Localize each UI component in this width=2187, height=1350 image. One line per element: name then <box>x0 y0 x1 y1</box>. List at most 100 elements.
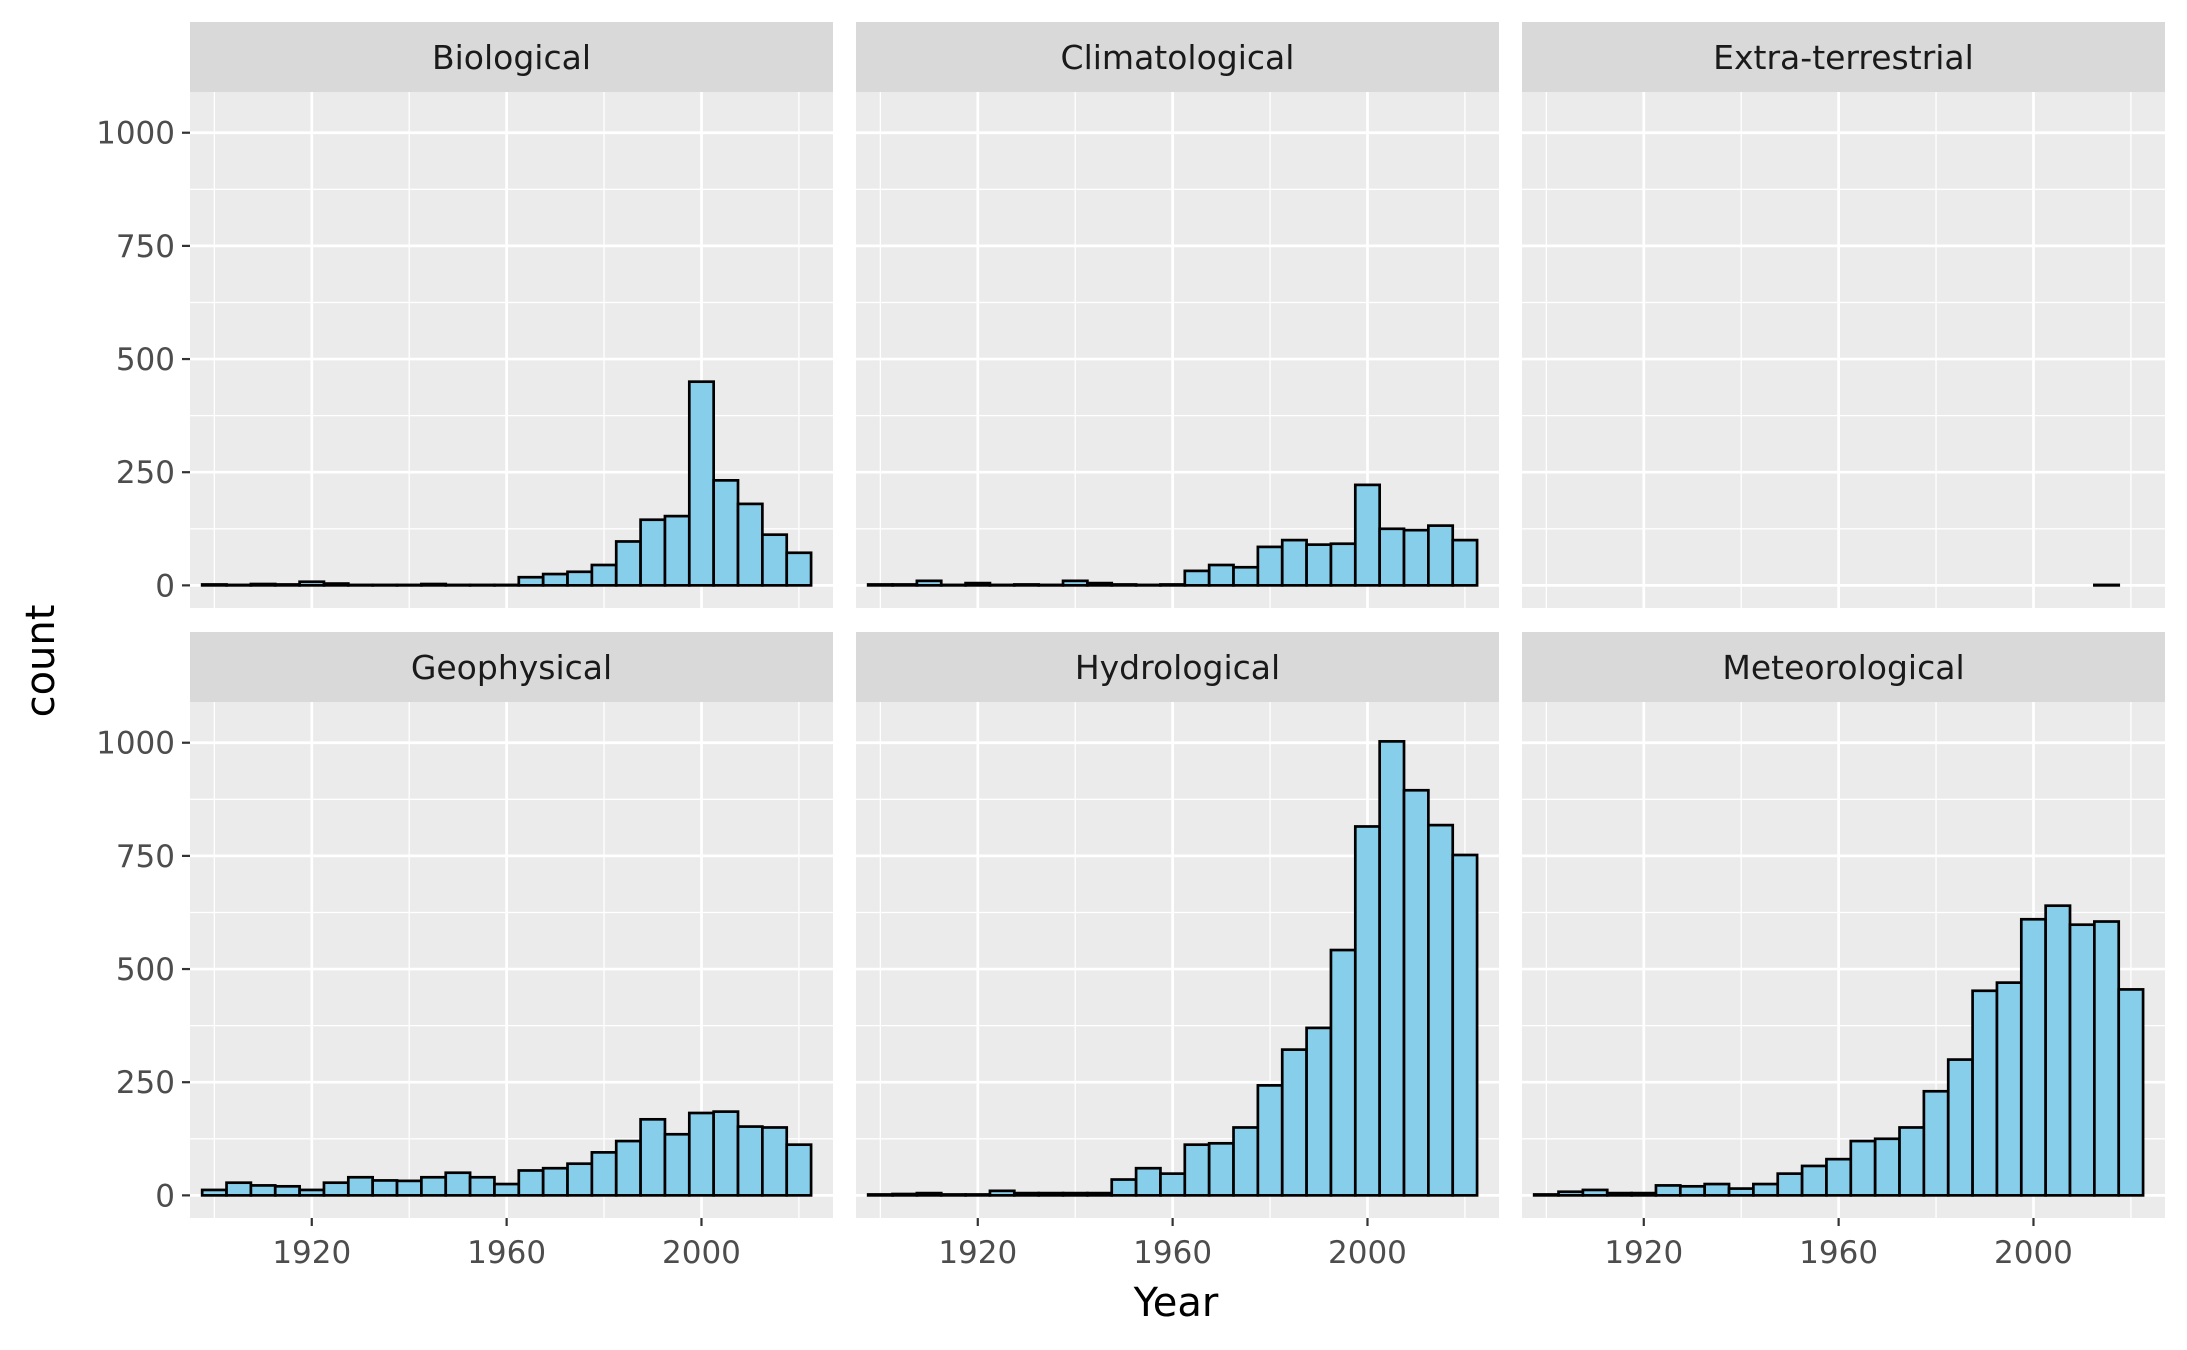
histogram-bar <box>1086 581 1114 587</box>
histogram-bar <box>785 1143 813 1197</box>
histogram-bar <box>2044 904 2072 1197</box>
histogram-bar <box>915 579 943 587</box>
y-tick-label: 1000 <box>96 116 175 152</box>
histogram-bar <box>1061 579 1089 587</box>
histogram-bar <box>1280 538 1308 587</box>
histogram-bar <box>322 1181 350 1197</box>
histogram-bar <box>1086 1191 1114 1197</box>
histogram-bar <box>1898 1126 1926 1197</box>
histogram-bar <box>1654 1184 1682 1197</box>
y-axis-title: count <box>18 605 64 718</box>
histogram-bar <box>1776 1172 1804 1197</box>
histogram-bar <box>1703 1182 1731 1197</box>
histogram-bar <box>1678 1184 1707 1197</box>
histogram-bar <box>517 1169 545 1197</box>
histogram-bar <box>1305 1026 1333 1197</box>
histogram-bar <box>1971 989 1999 1197</box>
facet-panels: Biological 0 250 500 750 1000 Climatological Ex… <box>96 22 2165 1271</box>
facet-panel: Hydrological 1920 1960 2000 <box>856 632 1499 1271</box>
y-tick-label: 750 <box>116 839 175 875</box>
y-tick-label: 750 <box>116 229 175 265</box>
histogram-bar <box>736 502 764 587</box>
y-tick-label: 500 <box>116 952 175 988</box>
histogram-bar <box>1159 1172 1187 1197</box>
facet-strip <box>856 22 1499 92</box>
histogram-bar <box>346 1175 375 1197</box>
x-tick-label: 1920 <box>1604 1235 1683 1271</box>
histogram-bar <box>1427 823 1455 1197</box>
histogram-bar <box>712 1110 740 1197</box>
x-tick-label: 1960 <box>1799 1235 1878 1271</box>
histogram-bar <box>1353 825 1382 1197</box>
histogram-bar <box>1037 1191 1065 1197</box>
y-tick-label: 500 <box>116 342 175 378</box>
histogram-bar <box>420 1175 448 1197</box>
histogram-bar <box>1061 1191 1089 1197</box>
histogram-bar <box>866 583 894 587</box>
x-tick-label: 1920 <box>272 1235 351 1271</box>
facet-strip <box>190 632 833 702</box>
panel-background <box>856 92 1499 608</box>
facet-strip <box>856 632 1499 702</box>
histogram-bar <box>1183 569 1211 587</box>
histogram-bar <box>1378 527 1406 587</box>
histogram-bar <box>541 1166 569 1197</box>
histogram-bar <box>1630 1191 1658 1197</box>
x-tick-label: 2000 <box>662 1235 741 1271</box>
histogram-bar <box>1280 1048 1308 1197</box>
histogram-bar <box>1110 583 1138 587</box>
histogram-bar <box>891 583 919 587</box>
histogram-bar <box>1427 524 1455 587</box>
histogram-bar <box>663 514 691 587</box>
histogram-bar <box>273 583 301 587</box>
histogram-bar <box>395 1179 423 1197</box>
facet-strip-label: Biological <box>432 38 591 77</box>
facet-panel: Climatological <box>856 22 1499 608</box>
facet-strip <box>1522 632 2165 702</box>
histogram-bar <box>1012 583 1041 587</box>
histogram-bar <box>2117 988 2145 1197</box>
histogram-bar <box>1402 788 1430 1197</box>
histogram-bar <box>1451 853 1479 1197</box>
histogram-bar <box>2019 917 2048 1197</box>
histogram-bar <box>1922 1089 1950 1197</box>
histogram-bar <box>298 1188 326 1197</box>
histogram-bar <box>1605 1191 1633 1197</box>
histogram-bar <box>1946 1058 1974 1197</box>
histogram-bar <box>1329 948 1357 1197</box>
histogram-bar <box>964 1193 992 1197</box>
histogram-bar <box>1329 542 1357 587</box>
histogram-bar <box>687 380 716 587</box>
facet-panel: Extra-terrestrial <box>1522 22 2165 608</box>
histogram-bar <box>1727 1187 1755 1197</box>
histogram-bar <box>1402 528 1430 587</box>
facet-strip-label: Climatological <box>1061 38 1295 77</box>
histogram-bar <box>420 582 448 587</box>
x-tick-label: 1960 <box>1133 1235 1212 1271</box>
histogram-bar <box>1305 543 1333 587</box>
histogram-bar <box>866 1193 894 1197</box>
histogram-bar <box>517 575 545 587</box>
histogram-bar <box>988 1189 1016 1197</box>
histogram-bar <box>1207 563 1235 587</box>
histogram-bar <box>891 1192 919 1197</box>
histogram-bar <box>761 533 789 587</box>
facet-strip-label: Geophysical <box>411 648 612 687</box>
histogram-bar <box>2093 920 2121 1197</box>
histogram-bar <box>1557 1190 1585 1197</box>
histogram-bar <box>614 540 642 587</box>
histogram-bar <box>785 551 813 587</box>
histogram-bar <box>1995 981 2023 1197</box>
histogram-bar <box>590 1151 618 1197</box>
histogram-bar <box>964 581 992 587</box>
histogram-bar <box>468 1175 496 1197</box>
histogram-bar <box>1873 1137 1901 1197</box>
x-tick-label: 1920 <box>938 1235 1017 1271</box>
histogram-bar <box>1134 1166 1162 1197</box>
histogram-bar <box>761 1126 789 1197</box>
histogram-bar <box>249 582 277 587</box>
histogram-bar <box>1825 1157 1853 1197</box>
histogram-bar <box>1256 545 1284 587</box>
histogram-bar <box>939 1193 967 1197</box>
